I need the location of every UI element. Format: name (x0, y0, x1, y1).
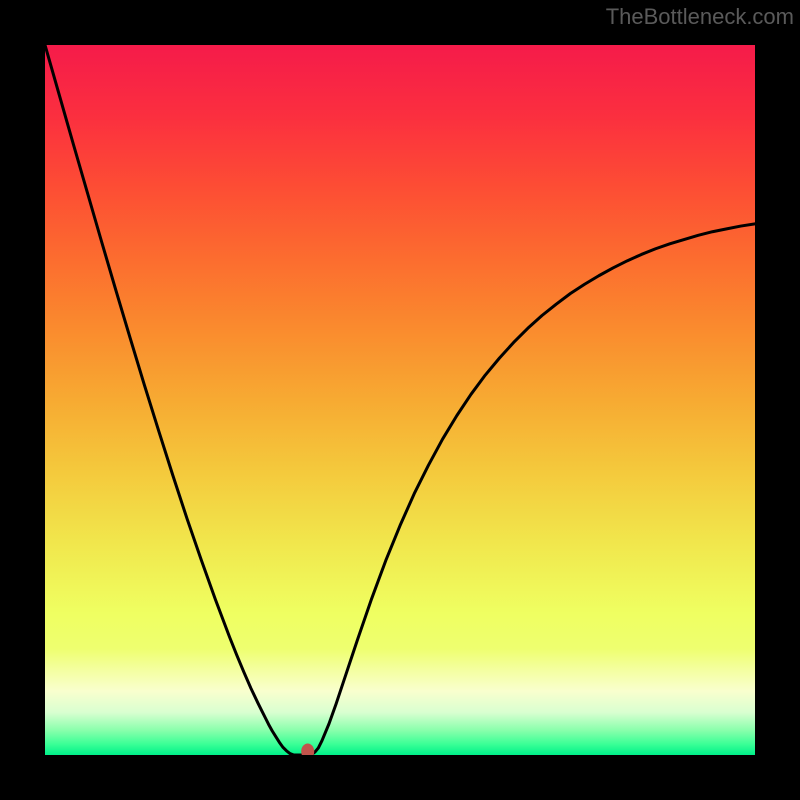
chart-container: TheBottleneck.com (0, 0, 800, 800)
bottleneck-chart (0, 0, 800, 800)
